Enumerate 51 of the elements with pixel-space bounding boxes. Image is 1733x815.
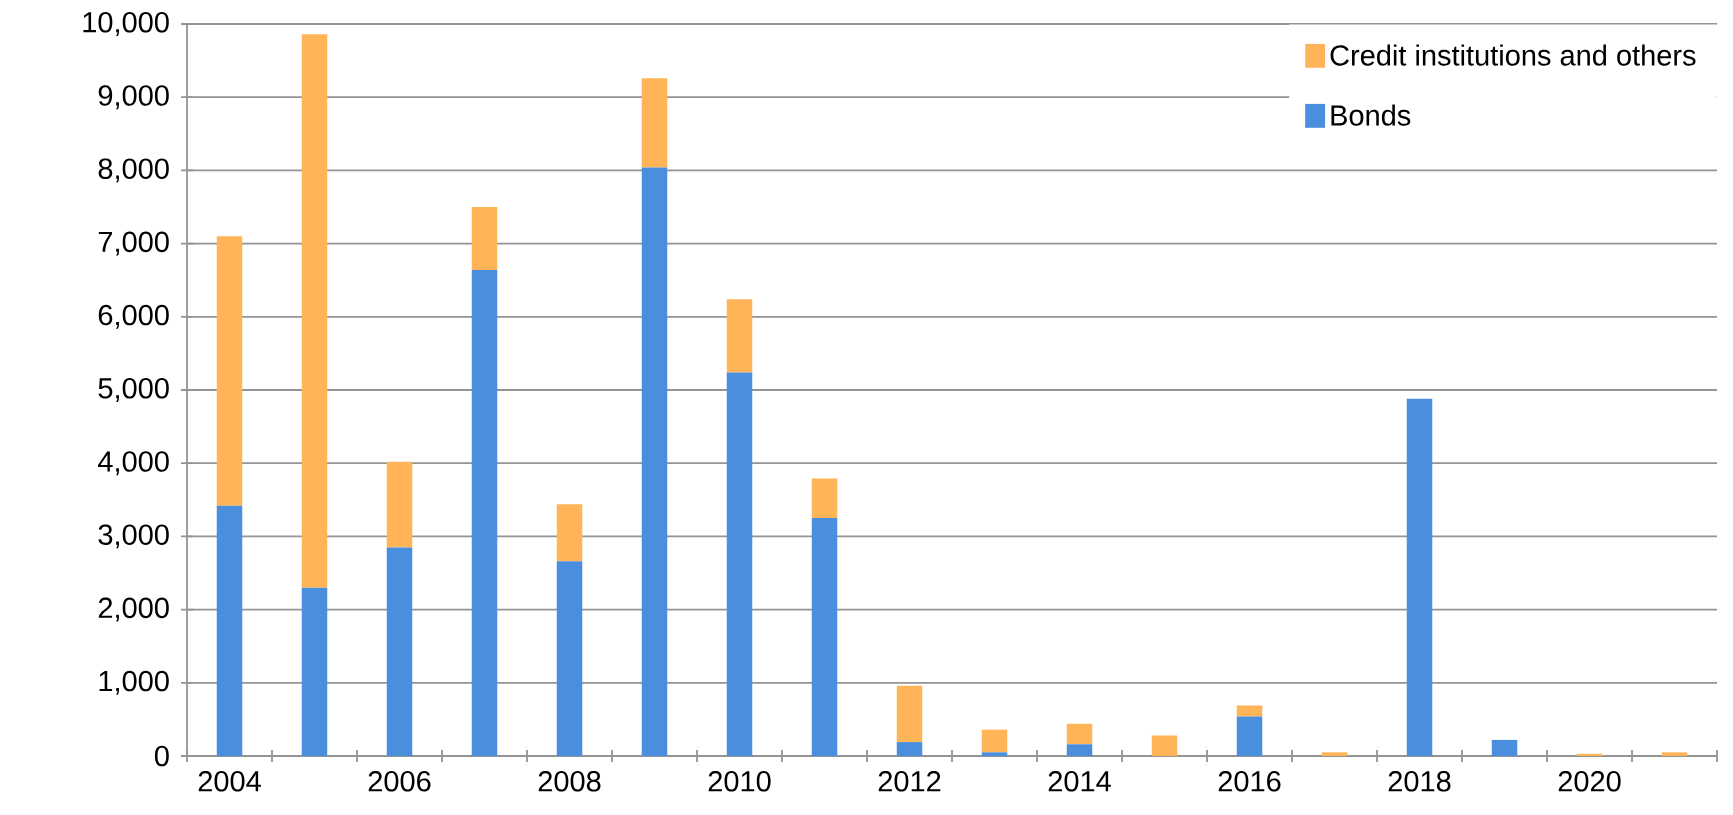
- bar: [641, 78, 668, 168]
- bar: [1406, 398, 1433, 756]
- y-tick-label: 1,000: [99, 670, 169, 695]
- bar: [471, 269, 498, 756]
- bar: [1491, 739, 1518, 756]
- y-tick-label: 8,000: [98, 158, 169, 183]
- bar: [981, 729, 1008, 753]
- y-tick-label: 5,000: [98, 378, 169, 402]
- x-tick-label: 2020: [1558, 771, 1621, 792]
- bar: [811, 518, 838, 756]
- bar: [1236, 716, 1263, 756]
- y-tick-label: 0: [154, 745, 169, 767]
- y-tick-label: 10,000: [83, 12, 169, 36]
- bar: [726, 299, 753, 373]
- legend-label: Bonds: [1331, 104, 1411, 126]
- bar: [896, 742, 923, 756]
- x-tick-label: 2014: [1048, 771, 1111, 792]
- bar: [386, 461, 413, 548]
- bar: [471, 207, 498, 270]
- x-tick-label: 2016: [1218, 771, 1281, 792]
- bar: [301, 34, 328, 588]
- bar: [216, 505, 243, 756]
- legend-label: Credit institutions and others: [1330, 44, 1696, 66]
- bar: [1321, 752, 1348, 756]
- bar: [1151, 735, 1178, 756]
- bar: [386, 547, 413, 756]
- x-tick-label: 2018: [1388, 771, 1451, 792]
- bar: [726, 372, 753, 756]
- bar: [216, 236, 243, 506]
- x-tick-label: 2006: [368, 771, 431, 792]
- bar: [556, 561, 583, 756]
- bar: [1661, 752, 1688, 756]
- x-tick-label: 2004: [198, 771, 261, 792]
- x-tick-label: 2010: [708, 771, 771, 792]
- y-tick-label: 7,000: [98, 231, 169, 256]
- x-tick-label: 2008: [538, 771, 601, 792]
- bar: [1066, 744, 1093, 756]
- bar: [981, 752, 1008, 756]
- y-tick-label: 2,000: [98, 597, 169, 622]
- bar: [1066, 723, 1093, 745]
- x-tick-label: 2012: [878, 771, 941, 792]
- bar: [301, 587, 328, 756]
- y-tick-label: 3,000: [98, 524, 169, 549]
- bar: [556, 504, 583, 562]
- y-tick-label: 6,000: [98, 304, 169, 329]
- y-tick-label: 4,000: [98, 451, 169, 476]
- bar: [811, 478, 838, 519]
- bar: [1236, 705, 1263, 717]
- bar: [896, 685, 923, 743]
- bar: [641, 167, 668, 756]
- y-tick-label: 9,000: [98, 85, 169, 110]
